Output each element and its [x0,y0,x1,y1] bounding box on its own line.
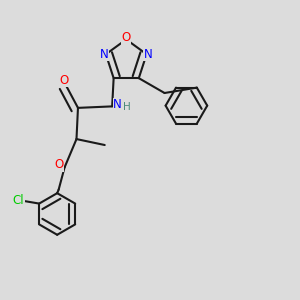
Text: N: N [144,48,152,61]
Text: O: O [122,32,131,44]
Text: N: N [113,98,122,111]
Text: H: H [122,102,130,112]
Text: N: N [100,48,109,61]
Text: Cl: Cl [13,194,24,207]
Text: O: O [60,74,69,87]
Text: O: O [55,158,64,171]
